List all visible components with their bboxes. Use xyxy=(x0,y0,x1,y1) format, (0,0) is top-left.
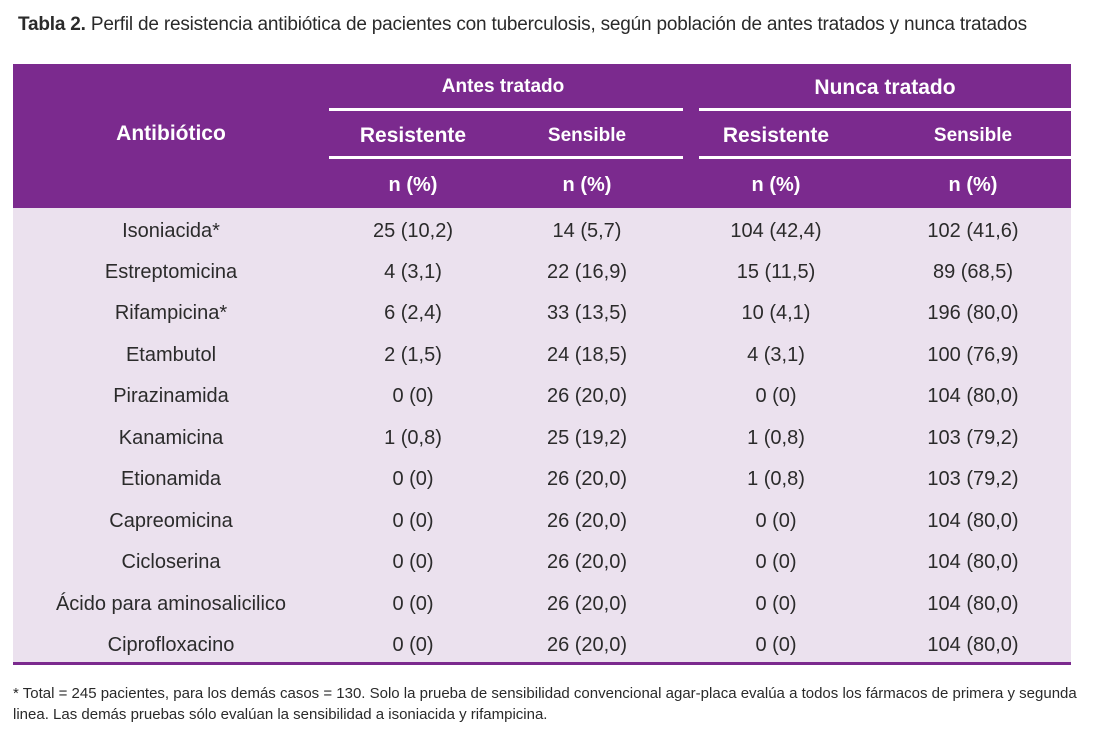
antes-resistente-value: 0 (0) xyxy=(392,551,434,573)
header-divider-sub-nunca xyxy=(699,156,1071,159)
table-caption: Tabla 2. Perfil de resistencia antibióti… xyxy=(18,14,1027,36)
header-npct-3: n (%) xyxy=(751,174,801,196)
header-npct-4: n (%) xyxy=(948,174,998,196)
nunca-sensible-value: 104 (80,0) xyxy=(927,593,1019,615)
antes-resistente-value: 4 (3,1) xyxy=(384,261,442,283)
antes-resistente-value: 2 (1,5) xyxy=(384,344,442,366)
header-group-antes: Antes tratado xyxy=(441,76,565,97)
antes-sensible-value: 26 (20,0) xyxy=(546,385,628,407)
antes-resistente-value: 0 (0) xyxy=(392,510,434,532)
antibiotic-name: Cicloserina xyxy=(121,551,221,573)
table-row: Pirazinamida 0 (0) 26 (20,0) 0 (0) 104 (… xyxy=(13,376,1071,417)
antes-resistente-value: 6 (2,4) xyxy=(384,302,442,324)
nunca-resistente-value: 1 (0,8) xyxy=(747,427,805,449)
nunca-resistente-value: 1 (0,8) xyxy=(747,468,805,490)
nunca-resistente-value: 0 (0) xyxy=(755,593,797,615)
nunca-sensible-value: 104 (80,0) xyxy=(927,385,1019,407)
antes-resistente-value: 1 (0,8) xyxy=(384,427,442,449)
antibiotic-name: Etambutol xyxy=(125,344,217,366)
header-group-nunca: Nunca tratado xyxy=(814,76,956,99)
antes-resistente-value: 0 (0) xyxy=(392,385,434,407)
nunca-resistente-value: 15 (11,5) xyxy=(736,261,816,283)
nunca-resistente-value: 4 (3,1) xyxy=(747,344,805,366)
header-npct-1: n (%) xyxy=(388,174,438,196)
nunca-sensible-value: 196 (80,0) xyxy=(927,302,1019,324)
header-nunca-sensible: Sensible xyxy=(933,125,1013,146)
table-bottom-rule xyxy=(13,662,1071,665)
table-row: Estreptomicina 4 (3,1) 22 (16,9) 15 (11,… xyxy=(13,252,1071,293)
nunca-sensible-value: 100 (76,9) xyxy=(927,344,1019,366)
nunca-resistente-value: 0 (0) xyxy=(755,510,797,532)
antibiotic-name: Estreptomicina xyxy=(104,261,238,283)
nunca-sensible-value: 104 (80,0) xyxy=(927,551,1019,573)
antes-resistente-value: 0 (0) xyxy=(392,468,434,490)
antibiotic-name: Ácido para aminosalicilico xyxy=(55,593,287,615)
nunca-resistente-value: 0 (0) xyxy=(755,385,797,407)
antibiotic-name: Rifampicina* xyxy=(114,302,228,324)
header-nunca-resistente: Resistente xyxy=(722,124,830,147)
header-antes-sensible: Sensible xyxy=(547,125,627,146)
nunca-resistente-value: 104 (42,4) xyxy=(730,220,822,242)
antes-sensible-value: 26 (20,0) xyxy=(546,468,628,490)
header-antibiotic: Antibiótico xyxy=(116,122,226,145)
header-divider-nunca xyxy=(699,108,1071,111)
nunca-resistente-value: 0 (0) xyxy=(755,551,797,573)
antes-sensible-value: 24 (18,5) xyxy=(546,344,628,366)
nunca-sensible-value: 104 (80,0) xyxy=(927,634,1019,656)
antes-resistente-value: 0 (0) xyxy=(392,593,434,615)
table-footnote: * Total = 245 pacientes, para los demás … xyxy=(13,685,1077,723)
table-row: Cicloserina 0 (0) 26 (20,0) 0 (0) 104 (8… xyxy=(13,542,1071,583)
antes-resistente-value: 0 (0) xyxy=(392,634,434,656)
header-divider-sub-antes xyxy=(329,156,683,159)
nunca-sensible-value: 103 (79,2) xyxy=(927,468,1019,490)
table-row: Etionamida 0 (0) 26 (20,0) 1 (0,8) 103 (… xyxy=(13,459,1071,500)
table-row: Ácido para aminosalicilico 0 (0) 26 (20,… xyxy=(13,584,1071,625)
nunca-resistente-value: 0 (0) xyxy=(755,634,797,656)
antibiotic-name: Ciprofloxacino xyxy=(107,634,235,656)
nunca-sensible-value: 102 (41,6) xyxy=(927,220,1019,242)
antes-sensible-value: 26 (20,0) xyxy=(546,634,628,656)
nunca-sensible-value: 104 (80,0) xyxy=(927,510,1019,532)
table-row: Etambutol 2 (1,5) 24 (18,5) 4 (3,1) 100 … xyxy=(13,335,1071,376)
antes-sensible-value: 33 (13,5) xyxy=(546,302,628,324)
antes-sensible-value: 26 (20,0) xyxy=(546,510,628,532)
header-antes-resistente: Resistente xyxy=(359,124,467,147)
antibiotic-name: Kanamicina xyxy=(118,427,224,449)
antes-sensible-value: 26 (20,0) xyxy=(546,551,628,573)
antibiotic-name: Pirazinamida xyxy=(113,385,229,407)
table-row: Kanamicina 1 (0,8) 25 (19,2) 1 (0,8) 103… xyxy=(13,418,1071,459)
antes-sensible-value: 26 (20,0) xyxy=(546,593,628,615)
table-row: Rifampicina* 6 (2,4) 33 (13,5) 10 (4,1) … xyxy=(13,293,1071,334)
table-row: Ciprofloxacino 0 (0) 26 (20,0) 0 (0) 104… xyxy=(13,625,1071,666)
header-npct-2: n (%) xyxy=(562,174,612,196)
resistance-table: Antibiótico Antes tratado Nunca tratado … xyxy=(13,64,1071,664)
table-row: Capreomicina 0 (0) 26 (20,0) 0 (0) 104 (… xyxy=(13,501,1071,542)
table-header: Antibiótico Antes tratado Nunca tratado … xyxy=(13,64,1071,208)
antes-sensible-value: 14 (5,7) xyxy=(552,220,622,242)
nunca-sensible-value: 103 (79,2) xyxy=(927,427,1019,449)
caption-text: Perfil de resistencia antibiótica de pac… xyxy=(90,14,1027,35)
antes-sensible-value: 25 (19,2) xyxy=(546,427,628,449)
nunca-sensible-value: 89 (68,5) xyxy=(932,261,1014,283)
antibiotic-name: Isoniacida* xyxy=(122,220,220,242)
header-divider-antes xyxy=(329,108,683,111)
nunca-resistente-value: 10 (4,1) xyxy=(741,302,811,324)
antes-resistente-value: 25 (10,2) xyxy=(372,220,454,242)
antes-sensible-value: 22 (16,9) xyxy=(546,261,628,283)
antibiotic-name: Etionamida xyxy=(120,468,222,490)
table-row: Isoniacida* 25 (10,2) 14 (5,7) 104 (42,4… xyxy=(13,211,1071,252)
antibiotic-name: Capreomicina xyxy=(109,510,233,532)
caption-label: Tabla 2. xyxy=(18,14,86,35)
